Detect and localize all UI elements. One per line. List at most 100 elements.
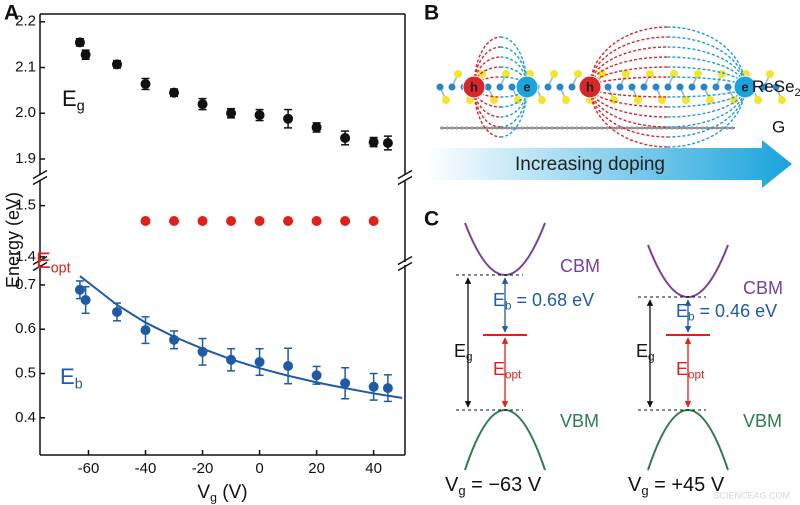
data-point <box>340 216 351 226</box>
panel-label: A <box>4 2 19 25</box>
field-line <box>473 66 501 88</box>
data-point <box>311 122 322 133</box>
data-point <box>382 137 393 148</box>
graphene-atom <box>630 126 634 130</box>
carrier-label: h <box>470 79 478 94</box>
atom-se <box>634 96 642 104</box>
graphene-atom <box>625 126 629 130</box>
atom-se <box>670 70 678 78</box>
text-sub: b <box>505 299 512 312</box>
data-point <box>340 378 351 389</box>
atom-re <box>436 83 444 91</box>
graphene-atom <box>575 126 579 130</box>
graphene-atom <box>445 126 449 130</box>
vbm-label: VBM <box>743 411 782 431</box>
data-point <box>169 216 180 226</box>
y-tick-label: 1.9 <box>15 150 36 167</box>
graphene-atom <box>485 126 489 130</box>
graphene-atom <box>570 126 574 130</box>
graphene-atom <box>600 126 604 130</box>
substrate-label: G <box>772 117 785 136</box>
text-rest: = 0.68 eV <box>512 290 595 310</box>
graphene-atom <box>540 126 544 130</box>
graphene-atom <box>515 126 519 130</box>
graphene-atom <box>550 126 554 130</box>
field-line <box>589 26 668 88</box>
atom-se <box>514 96 522 104</box>
carrier <box>515 75 539 99</box>
atom-re <box>676 83 684 91</box>
field-line <box>667 36 746 88</box>
series-annotation: Eopt <box>36 248 71 277</box>
cbm-label: CBM <box>560 256 600 276</box>
graphene-atom <box>695 126 699 130</box>
eb-label: Eb = 0.68 eV <box>493 290 594 313</box>
vg-label: Vg = +45 V <box>628 474 725 498</box>
atom-re <box>604 83 612 91</box>
field-line <box>589 66 668 88</box>
text-sub: g <box>466 350 473 363</box>
data-point <box>226 108 237 119</box>
text-main: V <box>445 474 459 496</box>
carrier <box>733 75 757 99</box>
data-point <box>283 216 294 226</box>
carrier <box>578 75 602 99</box>
graphene-atom <box>450 126 454 130</box>
data-point <box>311 216 322 226</box>
doping-arrow <box>425 140 792 188</box>
field-line <box>500 86 528 118</box>
graphene-atom <box>725 126 729 130</box>
axis-break <box>32 261 48 272</box>
graphene-atom <box>545 126 549 130</box>
atom-se <box>778 96 786 104</box>
graphene-atom <box>645 126 649 130</box>
atom-se <box>646 70 654 78</box>
data-point <box>140 216 151 226</box>
field-line <box>500 56 528 88</box>
data-point <box>169 87 180 98</box>
axis-break <box>397 255 413 266</box>
data-point <box>74 37 85 48</box>
atom-re <box>484 83 492 91</box>
text-sub: opt <box>51 260 71 276</box>
carrier-label: e <box>741 79 748 94</box>
text-sub: 2 <box>795 87 800 99</box>
material-label: ReSe2 <box>752 77 800 99</box>
eg-label: Eg <box>636 341 655 364</box>
field-line <box>473 86 501 108</box>
atom-re <box>772 83 780 91</box>
atom-se <box>538 96 546 104</box>
watermark: SCIENCEAG.COM <box>713 490 790 500</box>
x-tick-label: -40 <box>135 460 157 477</box>
field-line <box>667 86 746 108</box>
graphene-atom <box>580 126 584 130</box>
graphene-atom <box>705 126 709 130</box>
y-tick-label: 0.4 <box>15 409 36 426</box>
text-main: ReSe <box>752 77 795 96</box>
graphene-atom <box>535 126 539 130</box>
text-sub: g <box>210 491 217 505</box>
atom-se <box>442 96 450 104</box>
graphene-atom <box>720 126 724 130</box>
data-point <box>80 294 91 305</box>
field-line <box>667 86 746 148</box>
graphene-atom <box>440 126 444 130</box>
text-sub: g <box>641 483 648 498</box>
graphene-atom <box>490 126 494 130</box>
axis-break <box>32 169 48 180</box>
data-point <box>111 306 122 317</box>
graphene-atom <box>565 126 569 130</box>
field-line <box>473 86 501 138</box>
data-point <box>254 110 265 121</box>
axis-break <box>397 261 413 272</box>
series-annotation: Eg <box>62 86 85 115</box>
atom-se <box>598 70 606 78</box>
y-tick-label: 0.6 <box>15 320 36 337</box>
carrier-label: e <box>523 79 530 94</box>
atom-re <box>760 83 768 91</box>
x-axis-label: Vg (V) <box>197 482 247 505</box>
text-rest: = 0.46 eV <box>695 301 778 321</box>
eopt-label: Eopt <box>493 359 522 382</box>
series-annotation: Eb <box>60 364 83 393</box>
